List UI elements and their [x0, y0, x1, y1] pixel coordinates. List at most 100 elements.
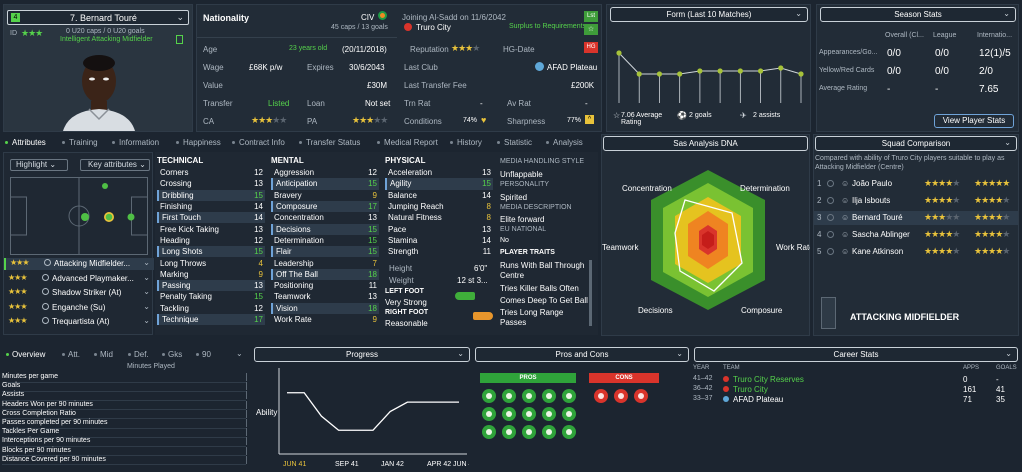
con-icon[interactable]	[614, 389, 628, 403]
highlight-dropdown[interactable]: Highlight ⌄	[10, 159, 68, 171]
attribute-row[interactable]: Long Throws 4	[157, 257, 265, 268]
tab-transfer-status[interactable]: Transfer Status	[299, 138, 360, 147]
role-row[interactable]: ★★★ Enganche (Su) ⌄	[4, 302, 154, 314]
tab-happiness[interactable]: Happiness	[176, 138, 221, 147]
attribute-row[interactable]: Pace 13	[385, 224, 493, 235]
tab-medical-report[interactable]: Medical Report	[377, 138, 438, 147]
tab-history[interactable]: History	[450, 138, 482, 147]
pro-eye-icon[interactable]	[562, 407, 576, 421]
attribute-row[interactable]: Balance 14	[385, 190, 493, 201]
pro-ball-icon[interactable]	[542, 425, 556, 439]
form-point[interactable]	[778, 65, 784, 71]
attribute-row[interactable]: Jumping Reach 8	[385, 201, 493, 212]
dna-header[interactable]: Sas Analysis DNA	[603, 136, 808, 151]
attribute-row[interactable]: Passing 13	[157, 280, 265, 292]
attribute-row[interactable]: Penalty Taking 15	[157, 291, 265, 302]
bottom-tab[interactable]: Overview	[6, 350, 45, 359]
pro-ball-icon[interactable]	[562, 389, 576, 403]
attribute-row[interactable]: Dribbling 15	[157, 189, 265, 201]
attribute-row[interactable]: Vision 18	[271, 302, 379, 314]
tab-attributes[interactable]: Attributes	[5, 138, 46, 147]
star-badge[interactable]: ☆	[584, 24, 598, 35]
lst-badge[interactable]: Lst	[584, 11, 598, 22]
form-point[interactable]	[717, 68, 723, 74]
attribute-row[interactable]: Finishing 14	[157, 201, 265, 212]
attribute-row[interactable]: Leadership 7	[271, 257, 379, 268]
form-point[interactable]	[737, 68, 743, 74]
attribute-row[interactable]: Decisions 15	[271, 223, 379, 235]
pro-ball3-icon[interactable]	[542, 407, 556, 421]
attribute-row[interactable]: Technique 17	[157, 313, 265, 326]
attribute-row[interactable]: First Touch 14	[157, 212, 265, 224]
key-attributes-dropdown[interactable]: Key attributes ⌄	[80, 159, 150, 171]
tab-statistic[interactable]: Statistic	[497, 138, 532, 147]
attribute-row[interactable]: Composure 17	[271, 200, 379, 213]
attribute-row[interactable]: Agility 15	[385, 178, 493, 190]
progress-dropdown[interactable]: Progress ⌄	[254, 347, 470, 362]
squad-row[interactable]: 4 ☺ Sascha Ablinger ★★★★★ ★★★★★	[814, 228, 1018, 242]
form-point[interactable]	[697, 68, 703, 74]
hg-badge[interactable]: HG	[584, 42, 598, 53]
form-point[interactable]	[677, 71, 683, 77]
career-team[interactable]: Truro City	[733, 385, 768, 394]
form-point[interactable]	[798, 71, 804, 77]
pro-gear-icon[interactable]	[522, 389, 536, 403]
attribute-row[interactable]: Marking 9	[157, 269, 265, 280]
attribute-row[interactable]: Teamwork 13	[271, 291, 379, 302]
attribute-row[interactable]: Concentration 13	[271, 212, 379, 223]
pro-eye-icon[interactable]	[482, 389, 496, 403]
squad-row[interactable]: 5 ☺ Kane Atkinson ★★★★★ ★★★★★	[814, 245, 1018, 259]
bottom-tab[interactable]: Gks	[162, 350, 182, 359]
attribute-row[interactable]: Stamina 14	[385, 235, 493, 246]
attribute-row[interactable]: Corners 12	[157, 167, 265, 178]
pro-lightning-icon[interactable]	[502, 389, 516, 403]
attribute-row[interactable]: Long Shots 15	[157, 246, 265, 258]
bottom-tab[interactable]: 90	[196, 350, 211, 359]
role-row[interactable]: ★★★ Trequartista (At) ⌄	[4, 316, 154, 328]
squad-row[interactable]: 2 ☺ Ilja Isbouts ★★★★★ ★★★★★	[814, 194, 1018, 208]
attribute-row[interactable]: Acceleration 13	[385, 167, 493, 178]
pro-run-icon[interactable]	[502, 407, 516, 421]
form-point[interactable]	[757, 68, 764, 74]
bottom-tab[interactable]: Att.	[62, 350, 80, 359]
role-row[interactable]: ★★★ Advanced Playmaker... ⌄	[4, 273, 154, 285]
tab-contract-info[interactable]: Contract Info	[232, 138, 285, 147]
form-point[interactable]	[636, 71, 642, 77]
pro-target-icon[interactable]	[542, 389, 556, 403]
pro-target-icon[interactable]	[522, 425, 536, 439]
tab-information[interactable]: Information	[112, 138, 159, 147]
career-team[interactable]: Truro City Reserves	[733, 375, 804, 384]
con-icon[interactable]	[594, 389, 608, 403]
attribute-row[interactable]: Positioning 11	[271, 280, 379, 291]
form-point[interactable]	[656, 71, 663, 77]
attribute-row[interactable]: Anticipation 15	[271, 178, 379, 190]
role-row[interactable]: ★★★ Attacking Midfielder... ⌄	[4, 258, 154, 270]
career-team[interactable]: AFAD Plateau	[733, 395, 784, 404]
form-dropdown[interactable]: Form (Last 10 Matches) ⌄	[610, 7, 808, 22]
chevron-down-icon[interactable]: ⌄	[236, 349, 243, 358]
traits-scrollbar[interactable]	[589, 260, 592, 326]
attribute-row[interactable]: Off The Ball 18	[271, 268, 379, 280]
squad-dropdown[interactable]: Squad Comparison ⌄	[815, 136, 1017, 151]
season-dropdown[interactable]: Season Stats ⌄	[820, 7, 1016, 22]
pro-ball2-icon[interactable]	[522, 407, 536, 421]
pro-flag-icon[interactable]	[482, 407, 496, 421]
attribute-row[interactable]: Crossing 13	[157, 178, 265, 189]
trash-icon[interactable]	[176, 35, 183, 44]
con-icon[interactable]	[634, 389, 648, 403]
attribute-row[interactable]: Tackling 12	[157, 303, 265, 314]
squad-row[interactable]: 1 ☺ João Paulo ★★★★★ ★★★★★	[814, 177, 1018, 191]
pro-lightning-icon[interactable]	[482, 425, 496, 439]
bottom-tab[interactable]: Def.	[128, 350, 149, 359]
attribute-row[interactable]: Work Rate 9	[271, 314, 379, 325]
role-row[interactable]: ★★★ Shadow Striker (At) ⌄	[4, 287, 154, 299]
pro-flag-icon[interactable]	[562, 425, 576, 439]
career-dropdown[interactable]: Career Stats ⌄	[694, 347, 1018, 362]
view-player-stats-button[interactable]: View Player Stats	[934, 114, 1014, 128]
attribute-row[interactable]: Flair 15	[271, 246, 379, 258]
squad-row[interactable]: 3 ☺ Bernard Touré ★★★★★ ★★★★★	[814, 211, 1018, 225]
player-name-dropdown[interactable]: 4 7. Bernard Touré ⌄	[7, 10, 189, 25]
attribute-row[interactable]: Bravery 9	[271, 190, 379, 201]
tab-analysis[interactable]: Analysis	[546, 138, 583, 147]
tab-training[interactable]: Training	[62, 138, 98, 147]
